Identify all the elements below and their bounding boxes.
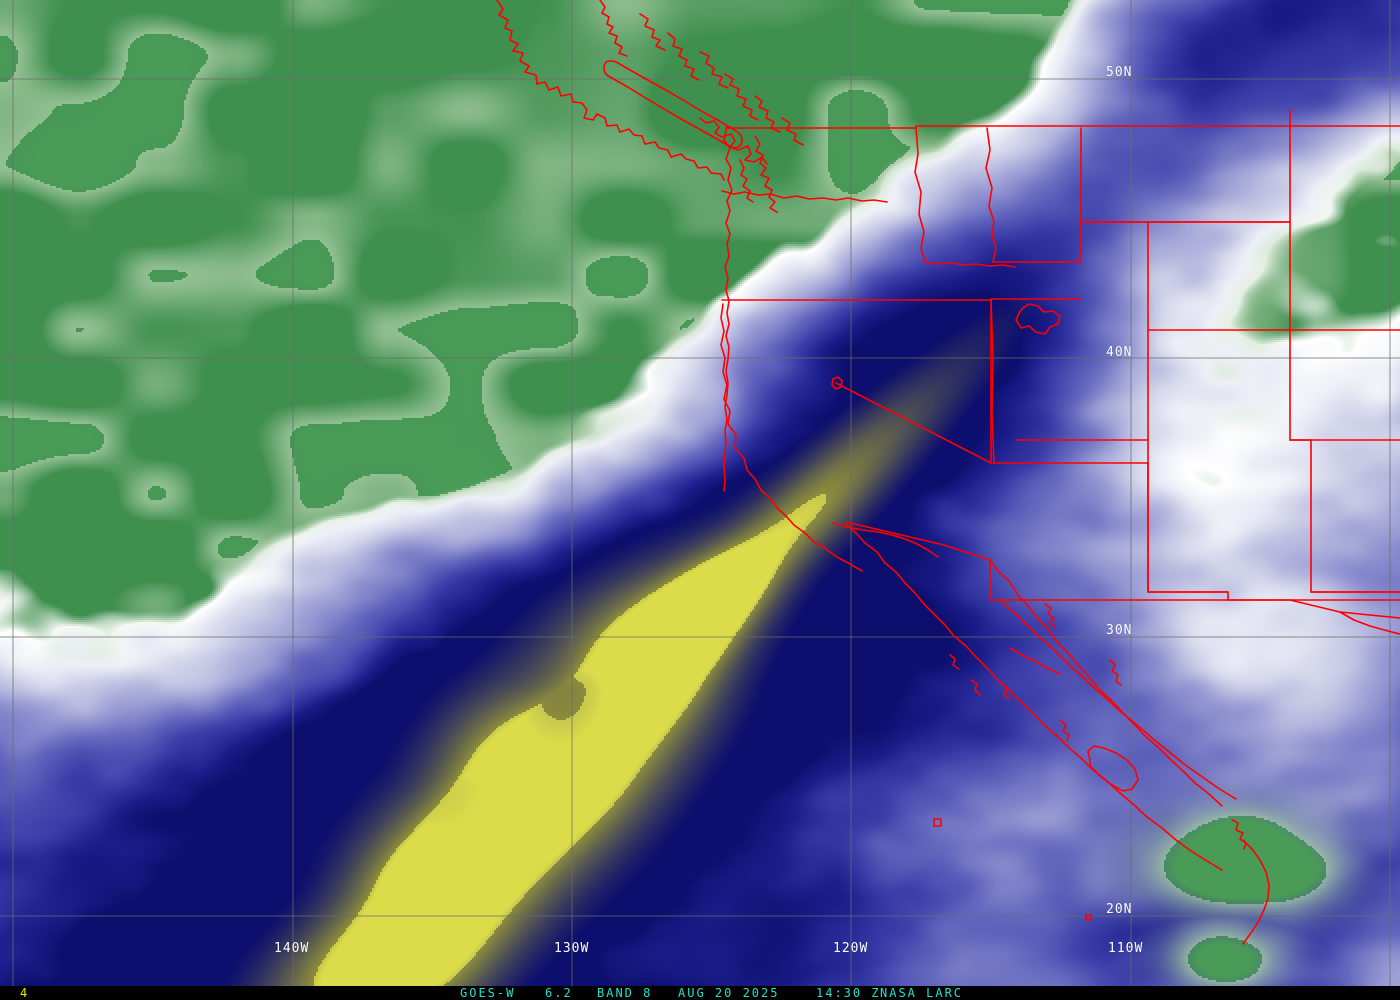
- us-canada-border-49th: [726, 125, 1400, 129]
- colorado-south-border: [1147, 329, 1400, 441]
- salish-sea-detail: [699, 117, 768, 165]
- gulf-island-a: [1109, 659, 1122, 686]
- baja-inlet-b: [1001, 683, 1011, 700]
- baja-inlet-c: [970, 679, 981, 696]
- baja-inlet-a: [1044, 603, 1056, 628]
- vancouver-island: [603, 60, 743, 149]
- texas-border-segment: [1339, 611, 1400, 635]
- nevada-utah-border: [990, 298, 995, 464]
- coastal-island-chain-c: [699, 51, 729, 89]
- great-salt-lake: [1015, 303, 1061, 335]
- isolated-marker-b: [933, 818, 942, 827]
- southern-california-coast: [832, 522, 939, 558]
- us-mexico-border: [845, 521, 1400, 619]
- utah-arizona-nevada-border: [992, 462, 1229, 593]
- idaho-montana-border: [985, 127, 997, 263]
- longitude-label: 120W: [833, 941, 869, 956]
- source-label: NASA LARC: [880, 986, 964, 1000]
- annotation-bar: 4 GOES-W 6.2 BAND 8 AUG 20 2025 14:30 Z …: [0, 986, 1400, 1000]
- coastal-island-chain-e: [754, 95, 781, 133]
- haida-gwaii-islands: [599, 0, 628, 57]
- political-borders: [496, 0, 1400, 945]
- longitude-label: 130W: [554, 941, 590, 956]
- mexico-coast-detail: [1231, 819, 1247, 850]
- band-label: BAND 8: [597, 986, 653, 1000]
- latitude-label: 30N: [1106, 623, 1133, 638]
- washington-oregon-border: [721, 190, 888, 203]
- time-label: 14:30 Z: [816, 986, 881, 1000]
- california-coastline: [720, 303, 863, 572]
- us-pacific-coastline-wa-or: [723, 125, 733, 492]
- longitude-label: 110W: [1108, 941, 1144, 956]
- baja-cabo-tip: [1087, 745, 1139, 792]
- gulf-islands: [754, 135, 778, 213]
- longitude-label: 140W: [274, 941, 310, 956]
- british-columbia-coastline: [496, 0, 725, 181]
- latitude-label: 50N: [1106, 65, 1133, 80]
- baja-gulf-coast: [989, 559, 1223, 807]
- channel-label: 6.2: [545, 986, 573, 1000]
- latitude-label: 20N: [1106, 902, 1133, 917]
- coastal-island-chain-f: [781, 117, 804, 146]
- mexico-mainland-coast: [999, 599, 1237, 800]
- arizona-newmexico-south: [1147, 591, 1400, 601]
- oregon-california-nevada-border: [721, 298, 1082, 301]
- satellite-label: GOES-W: [460, 986, 516, 1000]
- coastal-island-chain-b: [667, 32, 700, 81]
- coastal-island-chain-a: [639, 13, 666, 51]
- lake-tahoe: [831, 376, 843, 390]
- frame-number: 4: [20, 986, 30, 1000]
- latitude-label: 40N: [1106, 345, 1133, 360]
- oregon-idaho-border: [924, 261, 1016, 268]
- baja-state-boundary: [1009, 647, 1061, 675]
- baja-inlet-e: [949, 654, 960, 670]
- montana-wyoming-idaho-border: [992, 221, 1291, 263]
- baja-inlet-d: [1059, 719, 1070, 742]
- san-juan-islands: [739, 159, 754, 203]
- wyoming-east-border: [1289, 109, 1400, 331]
- new-mexico-east-border: [1289, 439, 1400, 593]
- california-nevada-diagonal: [835, 298, 992, 464]
- mexico-coast-sinaloa: [1242, 839, 1270, 945]
- isolated-marker-a: [1085, 914, 1092, 921]
- coastal-island-chain-d: [724, 73, 759, 121]
- date-label: AUG 20 2025: [678, 986, 780, 1000]
- idaho-west-border-north: [914, 127, 926, 263]
- baja-pacific-coast: [845, 523, 1223, 871]
